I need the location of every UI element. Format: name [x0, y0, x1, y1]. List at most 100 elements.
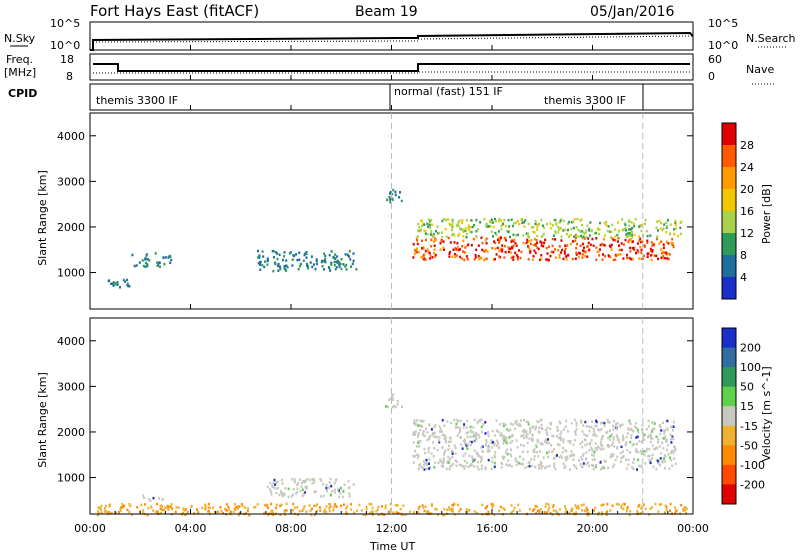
data-cell [466, 461, 468, 464]
data-cell [462, 235, 465, 238]
data-cell [313, 504, 315, 507]
data-cell [277, 264, 279, 268]
data-cell [558, 420, 561, 424]
data-cell [617, 237, 620, 240]
data-cell [506, 442, 509, 445]
data-cell [158, 497, 161, 500]
data-cell [495, 253, 498, 256]
data-cell [550, 250, 553, 254]
data-cell [238, 511, 241, 515]
data-cell [610, 230, 613, 234]
data-cell [427, 446, 430, 450]
data-cell [586, 508, 589, 512]
data-cell [258, 254, 261, 257]
data-cell [646, 241, 649, 244]
data-cell [555, 223, 558, 226]
data-cell [601, 511, 603, 514]
data-cell [677, 234, 680, 238]
data-cell [398, 196, 401, 199]
data-cell [295, 253, 298, 256]
data-cell [126, 278, 129, 282]
data-cell [503, 245, 506, 248]
data-cell [540, 254, 543, 257]
data-cell [622, 502, 625, 506]
data-cell [545, 246, 548, 250]
data-cell [508, 225, 511, 228]
data-cell [279, 513, 282, 516]
data-cell [592, 464, 595, 468]
data-cell [266, 263, 269, 266]
data-cell [526, 450, 529, 454]
data-cell [447, 236, 450, 240]
data-cell [544, 428, 547, 432]
data-cell [505, 439, 508, 442]
data-cell [569, 233, 572, 237]
data-cell [497, 442, 500, 446]
data-cell [465, 219, 468, 222]
data-cell [462, 230, 464, 233]
data-cell [480, 425, 483, 429]
data-cell [521, 429, 524, 433]
data-cell [663, 432, 666, 435]
data-cell [542, 456, 545, 459]
data-cell [429, 466, 432, 469]
data-cell [558, 436, 560, 440]
data-cell [638, 225, 641, 229]
data-cell [518, 462, 521, 465]
data-cell [609, 435, 612, 438]
data-cell [328, 502, 331, 506]
data-cell [667, 242, 670, 245]
data-cell [559, 433, 562, 436]
data-cell [657, 257, 660, 261]
data-cell [591, 237, 594, 241]
data-cell [565, 255, 568, 258]
data-cell [620, 460, 622, 463]
data-cell [327, 266, 330, 269]
data-cell [517, 424, 520, 427]
data-cell [439, 248, 442, 251]
data-cell [499, 247, 502, 250]
data-cell [514, 457, 517, 460]
data-cell [323, 510, 326, 513]
data-cell [158, 261, 161, 264]
data-cell [272, 269, 275, 273]
data-cell [509, 247, 512, 251]
data-cell [477, 228, 480, 231]
data-cell [647, 434, 650, 438]
data-cell [575, 253, 578, 256]
data-cell [540, 257, 543, 261]
data-cell [216, 510, 219, 514]
data-cell [237, 513, 240, 517]
data-cell [635, 251, 637, 255]
data-cell [674, 221, 677, 224]
data-cell [599, 467, 602, 471]
data-cell [574, 504, 577, 507]
data-cell [515, 419, 518, 423]
data-cell [589, 441, 592, 445]
data-cell [570, 422, 573, 425]
data-cell [386, 198, 389, 202]
data-cell [664, 455, 667, 458]
data-cell [412, 421, 415, 425]
data-cell [392, 511, 395, 514]
data-cell [622, 434, 625, 437]
data-cell [640, 251, 643, 254]
data-cell [666, 448, 669, 452]
data-cell [523, 428, 526, 432]
data-cell [174, 510, 177, 514]
data-cell [311, 265, 314, 269]
data-cell [510, 448, 512, 452]
data-cell [332, 255, 335, 259]
data-cell [561, 248, 564, 252]
data-cell [526, 433, 529, 436]
data-cell [522, 241, 525, 245]
data-cell [531, 258, 534, 261]
data-cell [100, 511, 103, 514]
data-cell [558, 513, 561, 516]
data-cell [651, 430, 654, 433]
data-cell [612, 238, 615, 242]
data-cell [287, 487, 290, 491]
data-cell [329, 477, 332, 481]
data-cell [655, 467, 658, 471]
data-cell [328, 507, 331, 510]
